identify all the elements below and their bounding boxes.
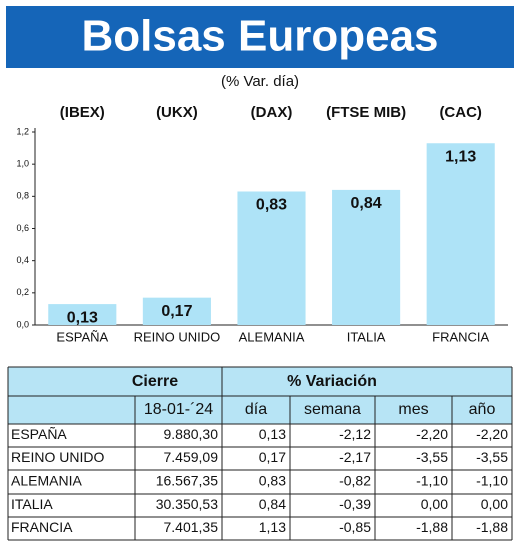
chart-title: Bolsas Europeas xyxy=(81,12,438,61)
table-cell: -1,10 xyxy=(476,473,508,489)
table-cell: -2,20 xyxy=(416,426,448,442)
table-cell: 7.401,35 xyxy=(164,519,219,535)
table-cell: -2,17 xyxy=(339,449,371,465)
table-cell: 1,13 xyxy=(259,519,286,535)
table-cell: -0,85 xyxy=(339,519,371,535)
table-cell: -2,20 xyxy=(476,426,508,442)
table-subheader: mes xyxy=(398,401,428,418)
table-cell: -1,88 xyxy=(476,519,508,535)
table-cell: REINO UNIDO xyxy=(11,449,104,465)
bar xyxy=(237,191,306,325)
table-cell: 7.459,09 xyxy=(164,449,219,465)
table-cell: 9.880,30 xyxy=(164,426,219,442)
table-header: Cierre xyxy=(132,373,178,390)
table-cell: 0,00 xyxy=(421,496,448,512)
table-cell: 30.350,53 xyxy=(156,496,218,512)
table-cell: ALEMANIA xyxy=(11,473,82,489)
group-label: (IBEX) xyxy=(60,104,105,121)
value-label: 0,17 xyxy=(161,303,192,320)
group-label: (DAX) xyxy=(251,104,293,121)
table-cell: -2,12 xyxy=(339,426,371,442)
table-subheader: día xyxy=(245,401,267,418)
value-label: 1,13 xyxy=(445,148,476,165)
table-cell: 0,17 xyxy=(259,449,286,465)
table-cell: 0,83 xyxy=(259,473,286,489)
table-cell: 0,00 xyxy=(481,496,508,512)
y-tick-label: 0,4 xyxy=(16,255,29,265)
x-tick-label: FRANCIA xyxy=(432,329,489,344)
table-cell: 0,84 xyxy=(259,496,286,512)
table-cell: ESPAÑA xyxy=(11,426,67,442)
title-banner xyxy=(6,6,514,68)
y-tick-label: 1,0 xyxy=(16,159,29,169)
table-body-bg xyxy=(8,424,512,540)
x-tick-label: ITALIA xyxy=(347,329,386,344)
table-cell: -3,55 xyxy=(416,449,448,465)
table-subheader: semana xyxy=(304,401,361,418)
table-cell: -3,55 xyxy=(476,449,508,465)
group-label: (FTSE MIB) xyxy=(326,104,406,121)
bar xyxy=(142,297,211,325)
table-subheader: 18-01-´24 xyxy=(144,401,213,418)
table-cell: 0,13 xyxy=(259,426,286,442)
chart-subtitle: (% Var. día) xyxy=(221,73,299,90)
y-tick-label: 0,6 xyxy=(16,223,29,233)
group-label: (UKX) xyxy=(156,104,198,121)
table-header: % Variación xyxy=(287,373,377,390)
group-label: (CAC) xyxy=(439,104,482,121)
value-label: 0,84 xyxy=(351,195,382,212)
value-label: 0,13 xyxy=(67,309,98,326)
y-tick-label: 0,0 xyxy=(16,319,29,329)
x-tick-label: ESPAÑA xyxy=(56,329,108,344)
x-tick-label: ALEMANIA xyxy=(239,329,305,344)
table-cell: FRANCIA xyxy=(11,519,73,535)
table-cell: -0,39 xyxy=(339,496,371,512)
y-tick-label: 0,2 xyxy=(16,287,29,297)
bar xyxy=(332,189,401,325)
table-subheader: año xyxy=(469,401,496,418)
value-label: 0,83 xyxy=(256,197,287,214)
table-cell: -1,88 xyxy=(416,519,448,535)
y-tick-label: 0,8 xyxy=(16,191,29,201)
y-tick-label: 1,2 xyxy=(16,126,29,136)
x-tick-label: REINO UNIDO xyxy=(134,329,221,344)
bar xyxy=(48,304,117,325)
table-cell: -1,10 xyxy=(416,473,448,489)
table-cell: -0,82 xyxy=(339,473,371,489)
table-cell: ITALIA xyxy=(11,496,53,512)
bar xyxy=(426,143,495,325)
table-cell: 16.567,35 xyxy=(156,473,218,489)
